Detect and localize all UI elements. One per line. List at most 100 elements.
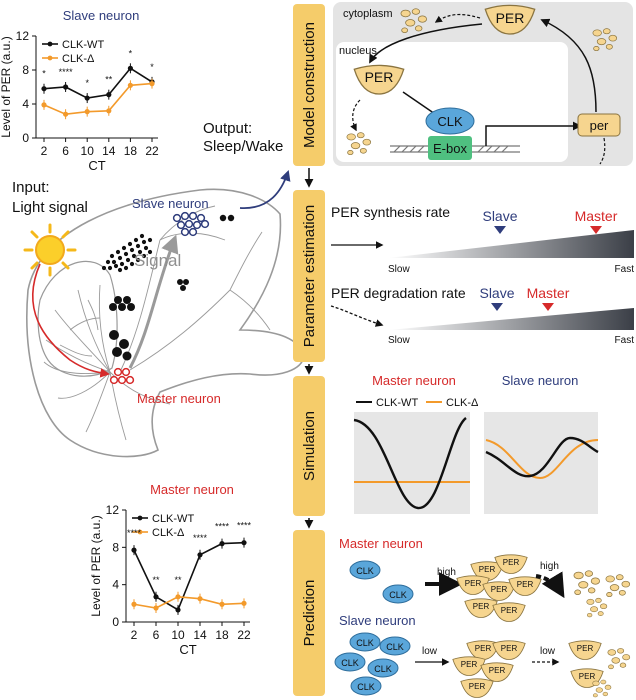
- pred-slave-per-2: PER: [501, 644, 518, 653]
- sun-icon: [23, 223, 77, 277]
- nuclear-entry-arrow: [369, 23, 483, 64]
- chart0-series-1-line: [43, 82, 153, 116]
- sim-slave-title: Slave neuron: [502, 373, 579, 388]
- synthesis-master-marker: [590, 226, 602, 234]
- chart1-significance: ****: [127, 528, 142, 538]
- chart0-series-0-point: [63, 84, 69, 90]
- chart0-xtick-label: 18: [124, 144, 138, 158]
- chart1-series-1-point: [241, 600, 247, 606]
- degradation-slave-label: Slave: [479, 285, 514, 301]
- per-gene-box: [577, 113, 621, 137]
- master-neuron-cluster: [109, 367, 135, 385]
- ebox: [428, 136, 472, 160]
- chart0-series-1-point: [106, 108, 112, 114]
- chart1-xtick-label: 18: [215, 628, 229, 642]
- chart1-significance: ****: [193, 533, 208, 543]
- sim-legend-delta: CLK-Δ: [446, 397, 479, 409]
- chart0-legend-label-0: CLK-WT: [62, 39, 104, 51]
- chart0-ylabel: Level of PER (a.u.): [0, 36, 13, 137]
- chart1-series-0-point: [219, 541, 225, 547]
- synthesis-slow: Slow: [388, 264, 410, 275]
- chart0-legend-marker-1: [47, 55, 53, 61]
- chart1-significance: **: [152, 575, 160, 585]
- chart0-series-1-point: [127, 82, 133, 88]
- degradation-arrow-cyto: [434, 13, 481, 23]
- slave-neuron-cluster: [172, 211, 210, 237]
- chart0-series-0-point: [41, 86, 47, 92]
- per-cytoplasm-label: PER: [496, 10, 525, 26]
- chart1-series-0-point: [175, 607, 181, 613]
- chart1-series-1-line: [133, 595, 245, 609]
- model-panel: cytoplasm nucleus PER PER E-box CLK: [333, 2, 633, 166]
- chart0-xtick-label: 14: [102, 144, 116, 158]
- pred-master-per-7: PER: [501, 606, 518, 615]
- pred-slave-per-5: PER: [469, 682, 486, 691]
- chart1-legend-label-0: CLK-WT: [152, 513, 194, 525]
- chart1-ylabel: Level of PER (a.u.): [89, 515, 103, 616]
- degradation-slow: Slow: [388, 335, 410, 346]
- chart1-series-0-point: [131, 547, 137, 553]
- master-neuron-label: Master neuron: [137, 391, 221, 406]
- chart1-xtick-label: 2: [131, 628, 138, 642]
- clk-model-label: CLK: [437, 114, 463, 129]
- chart1-xtick-label: 22: [237, 628, 251, 642]
- chart1-legend-label-1: CLK-Δ: [152, 527, 185, 539]
- synthesis-slave-marker: [494, 226, 506, 234]
- synthesis-fast: Fast: [615, 264, 635, 275]
- neuron-cluster-dense: [101, 233, 153, 273]
- pred-master-clk-1: [349, 560, 381, 580]
- pred-master-per-4: PER: [491, 585, 508, 594]
- pred-slave-title: Slave neuron: [339, 613, 416, 628]
- sim-master-plot: [354, 412, 470, 514]
- chart1-series-1-point: [219, 601, 225, 607]
- chart0-series-1-point: [149, 81, 155, 87]
- output-label-line1: Output:: [203, 120, 252, 137]
- pred-slave-clk-group: [334, 632, 411, 696]
- pred-master-per-6: PER: [473, 602, 490, 611]
- chart1-ytick-label: 4: [112, 578, 119, 592]
- chart0-xtick-label: 2: [41, 144, 48, 158]
- pred-master-per-3: PER: [465, 579, 482, 588]
- chart1-ytick-label: 0: [112, 615, 119, 629]
- sim-master-title: Master neuron: [372, 373, 456, 388]
- degradation-label: PER degradation rate: [331, 285, 466, 301]
- master-per-chart: Master neuron 0 4 8 12 2 6 10 14 18 22 CT Level of P…: [89, 482, 251, 657]
- params-panel: PER synthesis rate Slow Fast Slave Maste…: [330, 204, 635, 346]
- chart0-legend-marker-0: [47, 41, 53, 47]
- chart0-xtick-label: 6: [62, 144, 69, 158]
- synthesis-slave-label: Slave: [482, 208, 517, 224]
- pred-slave-low-1: low: [422, 646, 438, 657]
- stage-box-params: [293, 190, 325, 362]
- stage-label-model: Model construction: [301, 22, 318, 148]
- chart1-legend-marker-0: [137, 515, 143, 521]
- chart0-significance: ****: [59, 67, 74, 77]
- chart1-significance: **: [174, 575, 182, 585]
- pred-master-clk-2-label: CLK: [389, 590, 407, 600]
- pred-slave-low-2: low: [540, 646, 556, 657]
- pred-master-arrow-2: [535, 571, 565, 599]
- slave-per-chart: Slave neuron 0 4 8 12 2 6 10 14 18 22 CT Level of PE…: [0, 8, 159, 173]
- pred-master-per-5: PER: [517, 580, 534, 589]
- sim-slave-delta-curve: [485, 439, 599, 480]
- input-label-line1: Input:: [12, 179, 50, 196]
- chart0-series-0-line: [43, 67, 153, 99]
- pred-master-clk-2: [382, 584, 414, 604]
- output-arrow: [239, 169, 291, 209]
- chart0-xtick-label: 10: [81, 144, 95, 158]
- sim-slave-plot: [484, 412, 598, 514]
- sim-slave-wt-curve: [485, 436, 599, 478]
- chart0-legend-label-1: CLK-Δ: [62, 53, 95, 65]
- chart0-series-1-point: [84, 109, 90, 115]
- stage-label-params: Parameter estimation: [301, 205, 318, 348]
- chart1-series-1-point: [153, 605, 159, 611]
- stage-label-simulation: Simulation: [301, 411, 318, 481]
- pred-slave-clk-3: CLK: [341, 658, 359, 668]
- chart0-xlabel: CT: [88, 158, 105, 173]
- chart1-series-1-point: [197, 596, 203, 602]
- stage-label-prediction: Prediction: [301, 580, 318, 647]
- pred-slave-per-3: PER: [461, 660, 478, 669]
- chart0-significance: *: [150, 62, 154, 72]
- degradation-master-label: Master: [527, 285, 570, 301]
- nucleus-label: nucleus: [339, 45, 377, 57]
- pred-master-clk-1-label: CLK: [356, 566, 374, 576]
